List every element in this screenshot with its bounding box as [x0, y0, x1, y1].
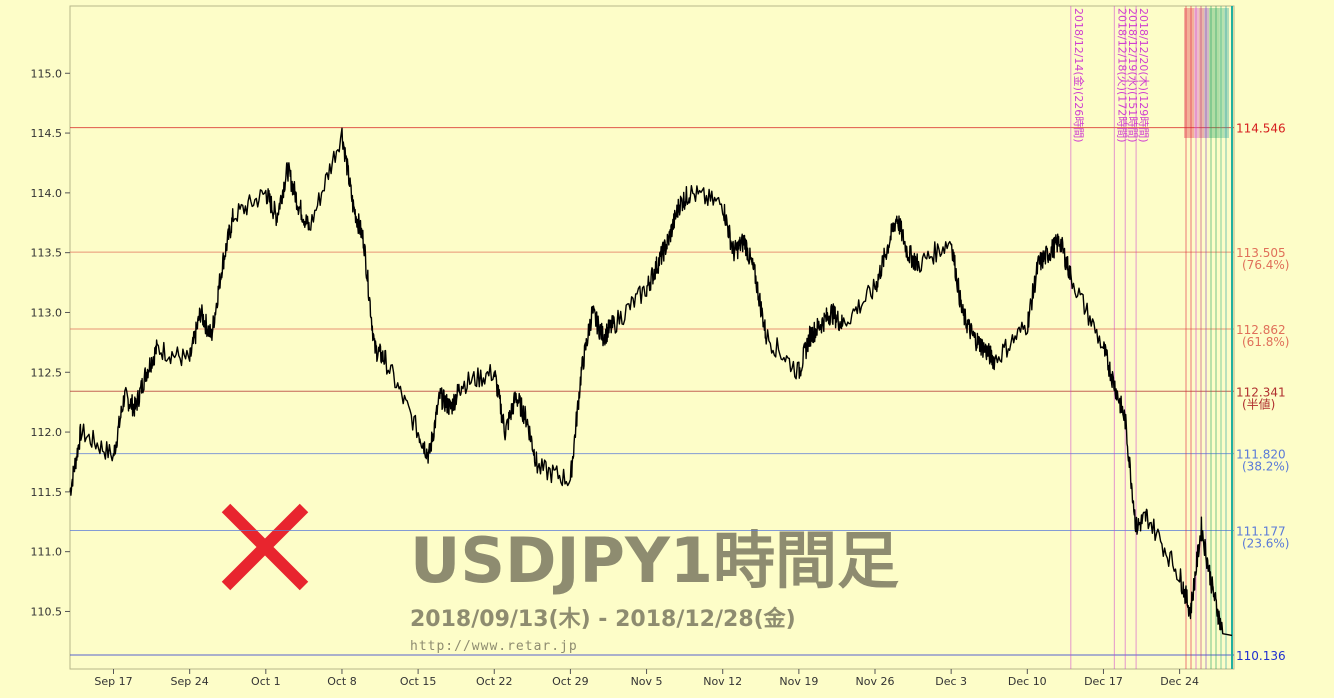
x-axis-ticks: Sep 17 Sep 24 Oct 1 Oct 8 Oct 15 Oct 22 Oct 29…	[94, 669, 1199, 688]
x-tick-label: Sep 24	[171, 675, 209, 688]
level-value-label: 111.820	[1236, 448, 1286, 462]
grid-layer	[70, 127, 1234, 656]
series-layer	[69, 127, 1233, 637]
plot-frame	[69, 5, 1235, 670]
cross-mark-icon	[221, 503, 309, 591]
x-tick-label: Oct 29	[552, 675, 589, 688]
dense-event-label-block	[1209, 8, 1214, 138]
x-tick-label: Oct 15	[400, 675, 437, 688]
watermark: USDJPY1時間足 2018/09/13(木) - 2018/12/28(金)…	[221, 503, 899, 654]
level-value-label: 114.546	[1236, 122, 1286, 136]
x-tick-label: Nov 26	[856, 675, 895, 688]
dense-event-label-block	[1184, 8, 1189, 138]
price-line	[69, 127, 1233, 637]
y-tick-label: 114.0	[31, 187, 63, 200]
dense-event-label-block	[1219, 8, 1224, 138]
x-tick-label: Dec 3	[935, 675, 967, 688]
level-labels: 114.546 113.505(76.4%) 112.862(61.8%) 112.3…	[1236, 122, 1289, 663]
watermark-subtitle: 2018/09/13(木) - 2018/12/28(金)	[410, 606, 796, 632]
y-tick-label: 110.5	[31, 605, 63, 618]
x-tick-label: Oct 8	[327, 675, 357, 688]
dense-event-label-block	[1199, 8, 1204, 138]
dense-event-label-block	[1214, 8, 1219, 138]
y-tick-label: 111.5	[31, 486, 63, 499]
level-value-label: 112.341	[1236, 385, 1286, 399]
y-tick-label: 115.0	[31, 67, 63, 80]
y-tick-label: 112.5	[31, 366, 63, 379]
level-percent-label: (76.4%)	[1242, 258, 1289, 272]
y-axis-ticks: 110.5 111.0 111.5 112.0 112.5 113.0 113.5 114.0…	[31, 67, 70, 618]
event-line-label: 2018/12/20(木)(129時間)	[1137, 8, 1150, 143]
x-tick-label: Dec 10	[1008, 675, 1047, 688]
level-percent-label: (61.8%)	[1242, 335, 1289, 349]
x-tick-label: Nov 5	[631, 675, 663, 688]
y-tick-label: 113.0	[31, 306, 63, 319]
x-tick-label: Nov 12	[703, 675, 742, 688]
dense-event-label-block	[1189, 8, 1194, 138]
x-tick-label: Oct 1	[251, 675, 281, 688]
dense-event-label-block	[1204, 8, 1209, 138]
watermark-title: USDJPY1時間足	[410, 524, 899, 597]
y-tick-label: 113.5	[31, 247, 63, 260]
level-percent-label: (38.2%)	[1242, 460, 1289, 474]
level-value-label: 110.136	[1236, 649, 1286, 663]
x-tick-label: Dec 24	[1160, 675, 1199, 688]
x-tick-label: Dec 17	[1084, 675, 1123, 688]
y-tick-label: 112.0	[31, 426, 63, 439]
dense-event-label-block	[1224, 8, 1229, 138]
level-percent-label: (半値)	[1242, 396, 1275, 411]
dense-event-label-block	[1194, 8, 1199, 138]
level-value-label: 112.862	[1236, 323, 1286, 337]
event-line-label: 2018/12/14(金)(226時間)	[1072, 8, 1086, 143]
x-tick-label: Nov 19	[779, 675, 818, 688]
y-tick-label: 114.5	[31, 127, 63, 140]
level-value-label: 113.505	[1236, 246, 1286, 260]
x-tick-label: Sep 17	[94, 675, 132, 688]
watermark-url: http://www.retar.jp	[410, 639, 578, 654]
level-value-label: 111.177	[1236, 524, 1286, 538]
level-percent-label: (23.6%)	[1242, 536, 1289, 550]
y-tick-label: 111.0	[31, 546, 63, 559]
x-tick-label: Oct 22	[476, 675, 513, 688]
